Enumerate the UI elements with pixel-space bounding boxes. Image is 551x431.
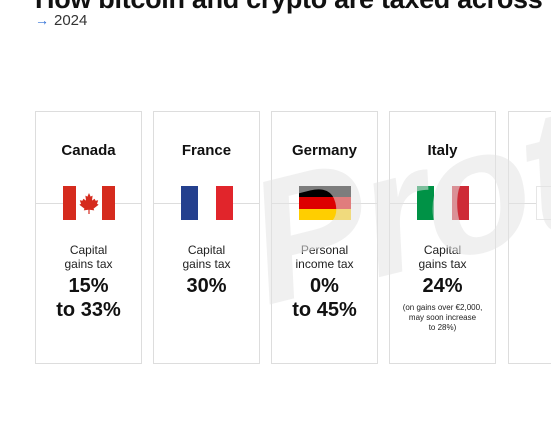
card-inner: Ja C ga 0 to	[509, 112, 551, 363]
country-card-italy: Italy Capital gains tax 24% (on gains ov…	[389, 111, 496, 364]
tax-type-line: ga	[509, 257, 551, 271]
tax-note-line: (on gains over €2,000,	[402, 303, 483, 312]
tax-note: (on gains over €2,000, may soon increase…	[394, 303, 491, 333]
germany-flag-icon	[299, 186, 351, 220]
country-name: Germany	[291, 142, 358, 159]
country-card-canada: Canada Capital gains tax 15% to 33%	[35, 111, 142, 364]
canada-flag-icon	[63, 186, 115, 220]
france-flag-icon	[181, 186, 233, 220]
tax-type-line: Capital	[69, 243, 108, 257]
tax-rate-line: to 45%	[292, 299, 357, 321]
tax-type: C ga	[509, 243, 551, 271]
country-card-france: France Capital gains tax 30%	[153, 111, 260, 364]
flag-stripe-black	[299, 186, 351, 198]
tax-rate-line: to	[509, 298, 551, 322]
flag-stripe-gold	[299, 208, 351, 220]
flag-stripe-blue	[181, 186, 199, 220]
country-name: Italy	[427, 142, 458, 159]
tax-rate: 0% to 45%	[272, 274, 377, 322]
tax-rate-line: to 33%	[56, 299, 121, 321]
flag-stripe-white	[434, 186, 452, 220]
tax-rate: 15% to 33%	[36, 274, 141, 322]
country-name: Ja	[509, 142, 551, 159]
flag-stripe-red	[451, 186, 469, 220]
flag-stripe-red	[299, 197, 351, 209]
tax-type-line: C	[509, 243, 551, 257]
tax-type-line: income tax	[295, 257, 354, 271]
card-divider	[509, 203, 551, 204]
arrow-right-icon: →	[35, 12, 49, 28]
tax-rate: 30%	[154, 274, 259, 298]
flag-stripe-white	[198, 186, 216, 220]
tax-type: Capital gains tax	[154, 243, 259, 271]
tax-rate: 24%	[390, 274, 495, 298]
country-name: France	[181, 142, 232, 159]
tax-type-line: gains tax	[182, 257, 231, 271]
tax-type: Capital gains tax	[36, 243, 141, 271]
tax-type: Capital gains tax	[390, 243, 495, 271]
country-card-germany: Germany Personal income tax 0% to 45%	[271, 111, 378, 364]
flag-stripe-green	[417, 186, 435, 220]
tax-type-line: gains tax	[64, 257, 113, 271]
tax-type-line: Personal	[300, 243, 349, 257]
tax-rate-line: 15%	[68, 275, 109, 297]
tax-rate-line: 0%	[310, 275, 339, 297]
tax-type-line: Capital	[423, 243, 462, 257]
page-subtitle: → 2024	[35, 12, 87, 29]
tax-rate-line: 0	[509, 274, 551, 298]
tax-rate-line: 24%	[422, 275, 463, 297]
flag-stripe-red	[215, 186, 233, 220]
tax-rate: 0 to	[509, 274, 551, 322]
tax-type: Personal income tax	[272, 243, 377, 271]
page-title: How bitcoin and crypto are taxed across	[35, 0, 543, 15]
tax-note-line: to 28%)	[428, 323, 457, 332]
tax-type-line: gains tax	[418, 257, 467, 271]
tax-note-line: may soon increase	[408, 313, 477, 322]
country-name: Canada	[61, 142, 116, 159]
country-card-japan: Ja C ga 0 to	[508, 111, 551, 364]
canada-flag-graphic	[63, 186, 115, 220]
year-label: 2024	[54, 12, 88, 29]
italy-flag-icon	[417, 186, 469, 220]
japan-flag-icon	[536, 186, 551, 220]
tax-type-line: Capital	[187, 243, 226, 257]
tax-rate-line: 30%	[186, 275, 227, 297]
